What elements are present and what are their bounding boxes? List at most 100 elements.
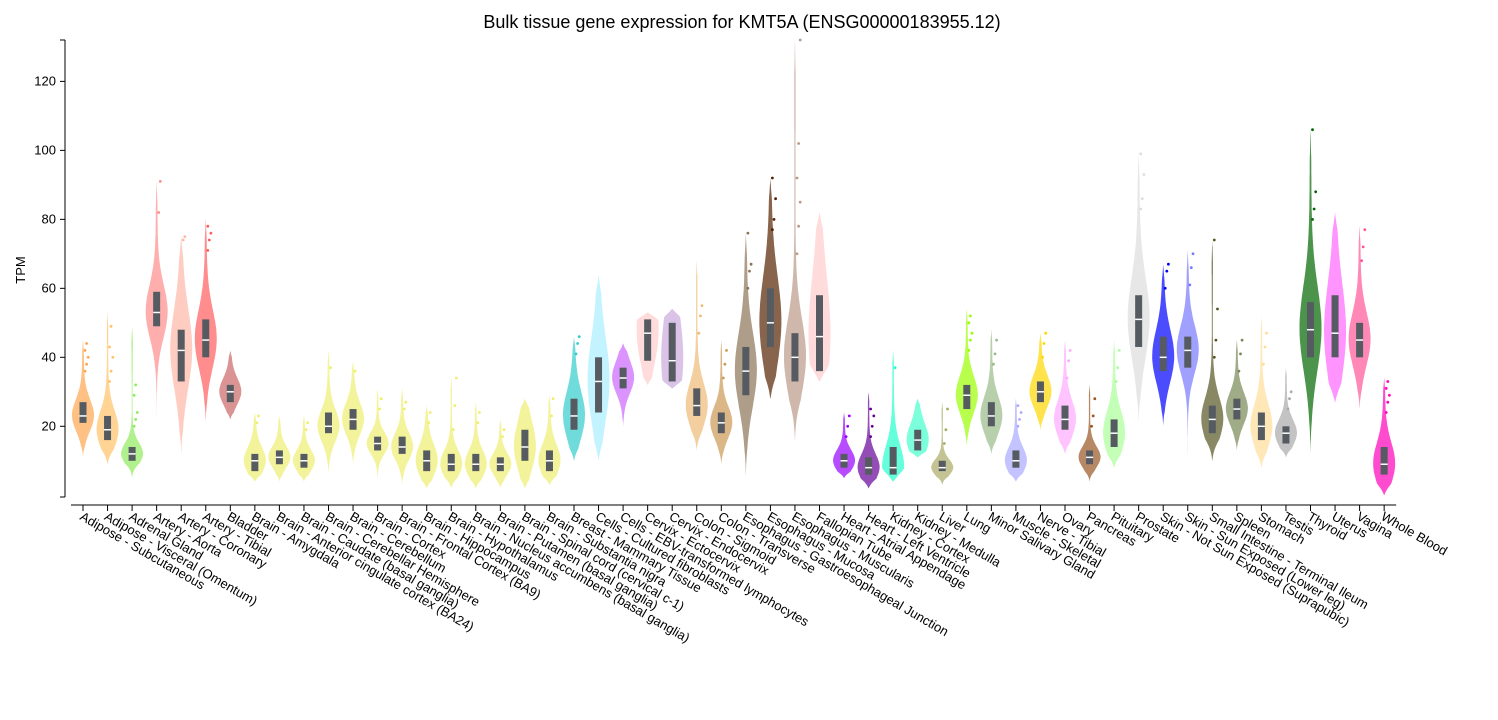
violin-4 [170, 235, 193, 454]
violin-28 [759, 176, 782, 399]
violin-18 [513, 398, 536, 489]
outlier-point [181, 238, 185, 242]
outlier-point [1360, 259, 1363, 263]
violin-22 [612, 343, 635, 427]
outlier-point [353, 369, 357, 373]
outlier-point [255, 421, 259, 425]
violin-49 [1275, 367, 1297, 458]
outlier-point [869, 435, 872, 438]
violin-17 [489, 419, 512, 489]
violin-shape [980, 329, 1003, 454]
iqr-box [447, 453, 455, 472]
outlier-point [501, 435, 504, 438]
violin-51 [1324, 212, 1346, 403]
outlier-point [1091, 414, 1095, 418]
violin-group [72, 38, 1396, 496]
outlier-point [748, 269, 751, 273]
outlier-point [404, 400, 408, 404]
violin-40 [1054, 340, 1076, 454]
violin-50 [1299, 128, 1322, 454]
violin-5 [194, 219, 217, 423]
y-axis: 20 40 60 80 100 120 [34, 39, 66, 498]
iqr-box [570, 398, 578, 430]
outlier-point [1042, 342, 1046, 345]
violin-36 [955, 309, 978, 447]
outlier-point [946, 407, 949, 411]
outlier-point [797, 142, 800, 145]
outlier-point [798, 38, 802, 42]
outlier-point [1167, 262, 1170, 266]
violin-12 [366, 388, 389, 482]
outlier-point [1065, 376, 1069, 380]
outlier-point [157, 211, 161, 214]
outlier-point [134, 383, 138, 387]
iqr-box [889, 446, 897, 475]
violin-53 [1373, 378, 1396, 496]
violin-shape [1373, 378, 1396, 496]
outlier-point [944, 428, 948, 432]
outlier-point [85, 362, 88, 366]
outlier-point [797, 224, 800, 228]
outlier-point [1240, 338, 1244, 342]
y-tick-label: 60 [42, 280, 56, 295]
outlier-point [967, 349, 971, 352]
violin-shape [464, 402, 487, 489]
violin-13 [391, 388, 414, 485]
outlier-point [1311, 218, 1314, 221]
violin-30 [808, 212, 831, 382]
outlier-point [427, 421, 431, 425]
violin-shape [538, 395, 561, 485]
outlier-point [209, 231, 213, 235]
violin-shape [366, 388, 389, 482]
violin-34 [906, 398, 929, 458]
violin-shape [1348, 226, 1371, 409]
outlier-point [478, 411, 481, 414]
outlier-point [1093, 397, 1097, 401]
outlier-point [206, 249, 210, 252]
outlier-point [1117, 349, 1121, 352]
violin-shape [1225, 340, 1248, 451]
outlier-point [1067, 359, 1070, 363]
iqr-box [963, 384, 971, 410]
outlier-point [1016, 424, 1020, 428]
outlier-point [798, 200, 802, 204]
outlier-point [132, 393, 136, 397]
outlier-point [723, 362, 727, 366]
iqr-box [1061, 405, 1069, 430]
outlier-point [1361, 245, 1365, 249]
outlier-point [795, 176, 799, 180]
outlier-point [1142, 173, 1146, 176]
outlier-point [1263, 345, 1267, 349]
violin-31 [833, 412, 856, 478]
outlier-point [574, 352, 578, 356]
violin-46 [1201, 238, 1224, 461]
outlier-point [83, 349, 87, 352]
iqr-box [865, 457, 873, 475]
outlier-point [1114, 380, 1118, 383]
outlier-point [746, 231, 750, 235]
outlier-point [1214, 338, 1218, 342]
outlier-point [1312, 207, 1316, 211]
outlier-point [502, 428, 506, 432]
violin-27 [734, 231, 757, 475]
violin-shape [489, 419, 512, 489]
outlier-point [774, 197, 777, 201]
violin-38 [1004, 398, 1027, 482]
chart-title: Bulk tissue gene expression for KMT5A (E… [483, 12, 1000, 32]
iqr-box [693, 388, 701, 416]
violin-42 [1103, 340, 1126, 468]
outlier-point [1044, 331, 1048, 335]
outlier-point [942, 442, 946, 445]
outlier-point [697, 331, 701, 335]
outlier-point [1386, 380, 1390, 383]
outlier-point [1041, 355, 1044, 359]
outlier-point [1019, 411, 1023, 414]
violin-shape [1250, 315, 1273, 468]
outlier-point [551, 397, 555, 401]
violin-45 [1176, 250, 1199, 454]
outlier-point [576, 342, 579, 345]
outlier-point [1363, 228, 1367, 232]
outlier-point [577, 335, 581, 338]
outlier-point [1090, 424, 1093, 428]
